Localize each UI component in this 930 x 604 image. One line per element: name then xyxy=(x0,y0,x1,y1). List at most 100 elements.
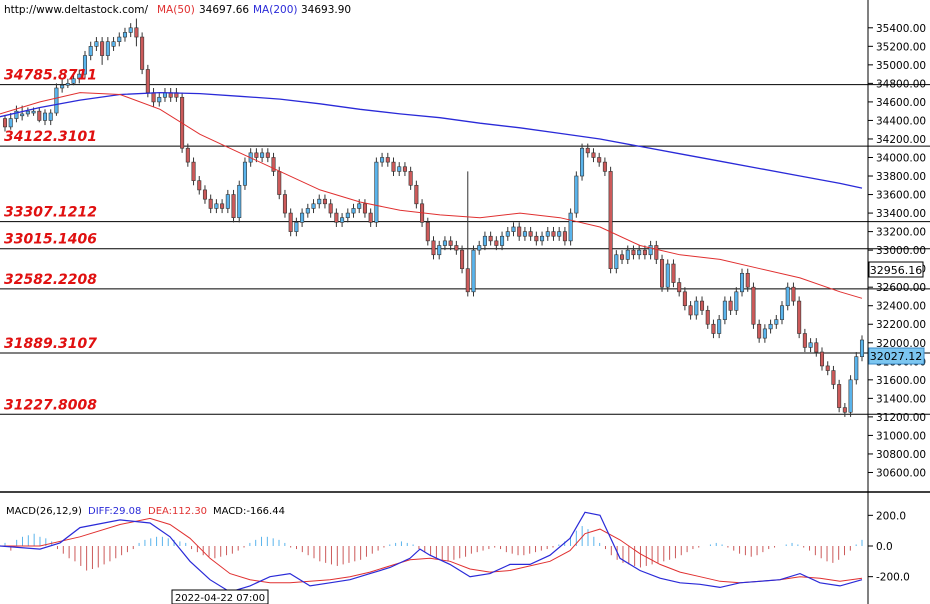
candle-body xyxy=(191,161,196,181)
price-tick-label: 32000.00 xyxy=(876,338,926,350)
candle-body xyxy=(751,286,756,325)
candle-body xyxy=(140,36,145,70)
source-url[interactable]: http://www.deltastock.com/ xyxy=(4,4,149,16)
candle-body xyxy=(408,171,413,186)
candle-body xyxy=(65,83,70,86)
candle-body xyxy=(642,249,647,256)
candle-body xyxy=(220,203,225,209)
macd-tick-label: 0.0 xyxy=(876,541,893,553)
candle-body xyxy=(402,166,407,172)
price-tick-label: 34000.00 xyxy=(876,152,926,164)
candle-body xyxy=(328,203,333,214)
candle-body xyxy=(454,245,459,251)
price-axis: 35400.00 35200.00 35000.00 34800.00 34600.00… xyxy=(868,23,926,479)
price-tick-label: 34400.00 xyxy=(876,115,926,127)
candle-body xyxy=(265,152,270,158)
level-labels: 34785.8711 34122.3101 33307.1212 33015.1406… xyxy=(4,68,97,414)
candle-body xyxy=(94,41,99,47)
price-tick-label: 33200.00 xyxy=(876,227,926,239)
macd-macd-value: MACD:-166.44 xyxy=(213,506,285,517)
candle-body xyxy=(557,231,562,237)
candle-body xyxy=(362,203,367,214)
candle-body xyxy=(494,240,499,246)
candle-body xyxy=(122,32,127,38)
candle-body xyxy=(802,333,807,348)
candle-body xyxy=(260,152,265,158)
price-tick-label: 32400.00 xyxy=(876,301,926,313)
candle-body xyxy=(568,212,573,242)
candle-body xyxy=(254,152,259,158)
price-tick-label: 34200.00 xyxy=(876,134,926,146)
candle-body xyxy=(128,27,133,33)
candle-body xyxy=(42,112,48,121)
candle-body xyxy=(374,161,379,223)
support-resistance-levels xyxy=(0,84,930,415)
candle-body xyxy=(694,300,699,316)
level-label: 31227.8008 xyxy=(4,397,97,413)
candle-body xyxy=(837,384,842,408)
candle-body xyxy=(31,110,36,114)
price-tick-label: 33000.00 xyxy=(876,245,926,257)
diff-line xyxy=(0,511,863,593)
candle-body xyxy=(88,46,93,56)
price-tick-label: 35200.00 xyxy=(876,41,926,53)
candle-body xyxy=(134,27,139,38)
candle-body xyxy=(534,235,539,242)
last-price-tag-text: 32027.12 xyxy=(870,350,923,363)
candle-body xyxy=(808,342,813,348)
candle-body xyxy=(237,184,242,219)
candle-body xyxy=(385,157,390,163)
level-label: 32582.2208 xyxy=(4,272,97,288)
candle-body xyxy=(100,41,105,56)
candle-body xyxy=(294,222,299,232)
candle-body xyxy=(517,226,522,237)
candle-body xyxy=(580,147,585,177)
candle-body xyxy=(380,157,385,163)
candle-body xyxy=(368,212,373,223)
candle-body xyxy=(728,300,733,311)
candle-body xyxy=(305,208,310,214)
candle-body xyxy=(37,110,42,121)
candle-body xyxy=(505,231,510,237)
candlestick-series xyxy=(2,18,865,417)
level-label: 34785.8711 xyxy=(4,68,97,84)
macd-tick-label: -200.0 xyxy=(876,572,910,584)
candle-body xyxy=(511,226,516,232)
candle-body xyxy=(288,212,293,232)
candle-body xyxy=(345,212,350,219)
crosshair-date: 2022-04-22 07:00 xyxy=(175,593,265,604)
candle-body xyxy=(677,282,682,293)
candle-body xyxy=(614,254,619,269)
candle-body xyxy=(105,41,110,56)
candle-body xyxy=(814,342,819,353)
candle-body xyxy=(437,245,442,256)
candle-body xyxy=(25,110,30,115)
candle-body xyxy=(300,212,305,223)
candle-body xyxy=(214,203,219,209)
candle-body xyxy=(151,92,156,103)
candle-body xyxy=(340,217,345,223)
candle-body xyxy=(545,231,550,237)
candle-body xyxy=(842,407,847,413)
ma200-line xyxy=(0,91,863,189)
macd-header: MACD(26,12,9) DIFF:29.08 DEA:112.30 MACD… xyxy=(6,506,285,517)
candle-body xyxy=(448,240,453,246)
candle-body xyxy=(602,161,607,172)
candle-body xyxy=(620,254,625,260)
candle-body xyxy=(660,259,665,288)
candle-body xyxy=(740,272,745,293)
macd-params: MACD(26,12,9) xyxy=(6,506,82,517)
candle-body xyxy=(460,249,465,269)
price-tick-label: 33600.00 xyxy=(876,190,926,202)
candle-body xyxy=(185,147,190,163)
candle-body xyxy=(471,249,476,293)
candle-body xyxy=(117,36,122,42)
candle-body xyxy=(391,161,396,172)
candle-body xyxy=(779,305,785,320)
candle-body xyxy=(768,323,773,330)
candle-body xyxy=(242,161,247,186)
ma50-legend-label: MA(50) xyxy=(157,4,195,16)
dea-line xyxy=(0,517,863,584)
candle-body xyxy=(431,240,436,256)
price-tick-label: 31600.00 xyxy=(876,375,926,387)
